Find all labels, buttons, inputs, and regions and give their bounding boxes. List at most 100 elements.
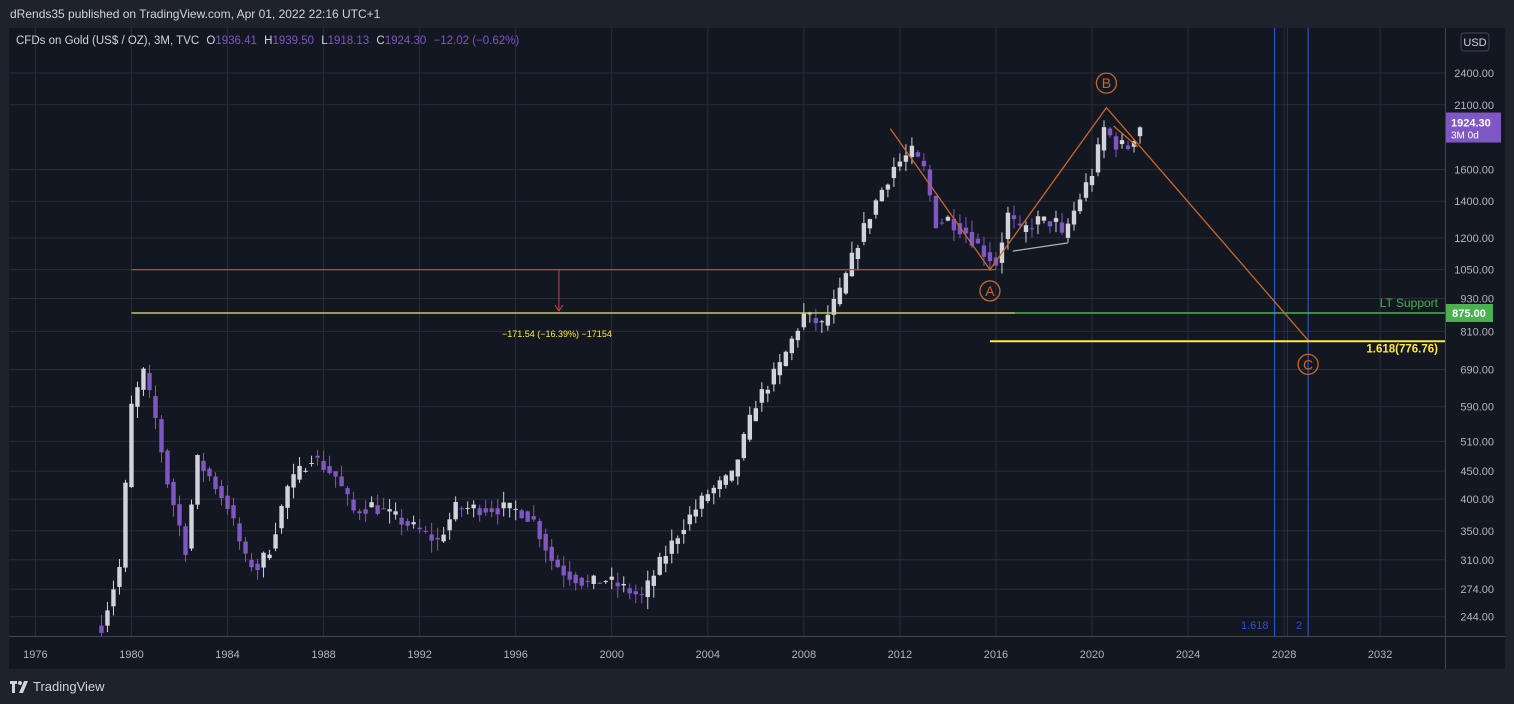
time-tick-label: 2008 [792, 649, 816, 661]
candle-body [981, 245, 987, 257]
candle-body [1137, 127, 1143, 137]
price-tick-label: 2100.00 [1454, 100, 1494, 112]
candle-body [1089, 175, 1095, 186]
footer-bar: TradingView [0, 669, 1514, 704]
candle-body [951, 218, 957, 231]
candles [99, 120, 1143, 637]
open-label: O [206, 35, 216, 47]
candle-body [399, 517, 404, 525]
candle-body [267, 554, 272, 559]
fib-time-zones: 1.618 2 [1241, 28, 1309, 636]
candle-body [561, 565, 566, 576]
lt-support-label: LT Support [1380, 296, 1439, 310]
candle-body [969, 231, 975, 246]
open-value: 1936.41 [215, 35, 257, 47]
candle-body [483, 508, 488, 513]
candle-body [627, 588, 632, 594]
publisher-text: dRends35 published on TradingView.com, A… [10, 7, 381, 21]
candle-body [429, 534, 434, 541]
candle-body [441, 534, 446, 542]
candle-body [405, 521, 410, 526]
candle-body [219, 486, 224, 499]
time-tick-label: 2020 [1080, 649, 1104, 661]
chart-panel[interactable]: 1.618 2 LT Support 1.618(776.76) −171.54 (−1… [9, 28, 1505, 669]
wave-label-b: B [1095, 72, 1118, 94]
candle-body [837, 287, 843, 305]
candle-body [447, 519, 452, 531]
price-tick-label: 690.00 [1460, 364, 1494, 376]
candle-body [861, 223, 867, 242]
wave-label-circle [1297, 353, 1319, 376]
price-tick-label: 244.00 [1460, 612, 1494, 624]
candle-body [183, 526, 188, 555]
candle-body [759, 389, 765, 403]
candle-body [669, 540, 674, 554]
candle-body [657, 556, 662, 575]
candle-body [717, 480, 722, 490]
candle-body [201, 460, 206, 471]
candle-body [381, 508, 386, 510]
candle-body [147, 372, 152, 391]
fib-time-label: 1.618 [1241, 620, 1269, 632]
candle-body [189, 504, 194, 549]
candle-body [921, 160, 927, 167]
candle-body [153, 396, 158, 419]
candle-body [537, 520, 542, 540]
high-label: H [264, 35, 273, 47]
candle-body [855, 247, 861, 260]
candle-body [819, 321, 825, 323]
candle-body [393, 511, 398, 515]
candle-body [1083, 182, 1089, 198]
support-price-tag-label: 875.00 [1452, 308, 1486, 320]
down-trendline [1113, 125, 1139, 148]
candle-body [783, 351, 789, 367]
time-tick-label: 2032 [1368, 649, 1392, 661]
candle-body [459, 508, 464, 510]
price-tick-label: 510.00 [1460, 436, 1494, 448]
price-tick-label: 274.00 [1460, 584, 1494, 596]
candle-body [507, 502, 512, 509]
candle-body [351, 499, 356, 511]
candle-body [777, 362, 783, 376]
candle-body [135, 387, 140, 407]
candle-body [723, 475, 729, 485]
currency-button-label: USD [1463, 37, 1486, 49]
time-tick-label: 2012 [888, 649, 912, 661]
candle-body [1107, 128, 1113, 136]
candle-body [345, 488, 350, 495]
time-tick-label: 2024 [1176, 649, 1200, 661]
candle-body [615, 582, 620, 587]
candle-body [165, 450, 170, 485]
candle-body [273, 534, 278, 549]
candle-body [453, 501, 458, 520]
candle-body [369, 502, 374, 508]
candle-body [795, 330, 801, 341]
tradingview-logo[interactable]: TradingView [10, 679, 105, 694]
candle-body [225, 495, 230, 510]
candle-body [945, 216, 951, 221]
candle-body [843, 273, 849, 294]
candle-body [789, 338, 795, 354]
price-chart[interactable]: 1.618 2 LT Support 1.618(776.76) −171.54 (−1… [9, 28, 1505, 669]
candle-body [597, 582, 602, 584]
candle-body [243, 541, 248, 554]
change-value: −12.02 (−0.62%) [433, 35, 520, 47]
candle-body [291, 474, 296, 488]
candle-body [117, 566, 122, 587]
candle-body [693, 509, 698, 517]
time-tick-label: 1992 [407, 649, 431, 661]
candle-body [873, 200, 879, 215]
currency-button[interactable]: USD [1460, 32, 1490, 52]
candle-body [591, 575, 596, 584]
candle-body [1005, 212, 1011, 240]
candle-body [435, 537, 440, 540]
candle-body [621, 584, 626, 586]
candle-body [123, 482, 128, 568]
time-tick-label: 1976 [23, 649, 47, 661]
publisher-bar: dRends35 published on TradingView.com, A… [0, 0, 1514, 28]
candle-body [771, 368, 777, 385]
candle-body [237, 523, 242, 542]
wave-label-c: C [1297, 353, 1319, 376]
close-value: 1924.30 [384, 35, 427, 47]
candle-body [105, 610, 110, 626]
